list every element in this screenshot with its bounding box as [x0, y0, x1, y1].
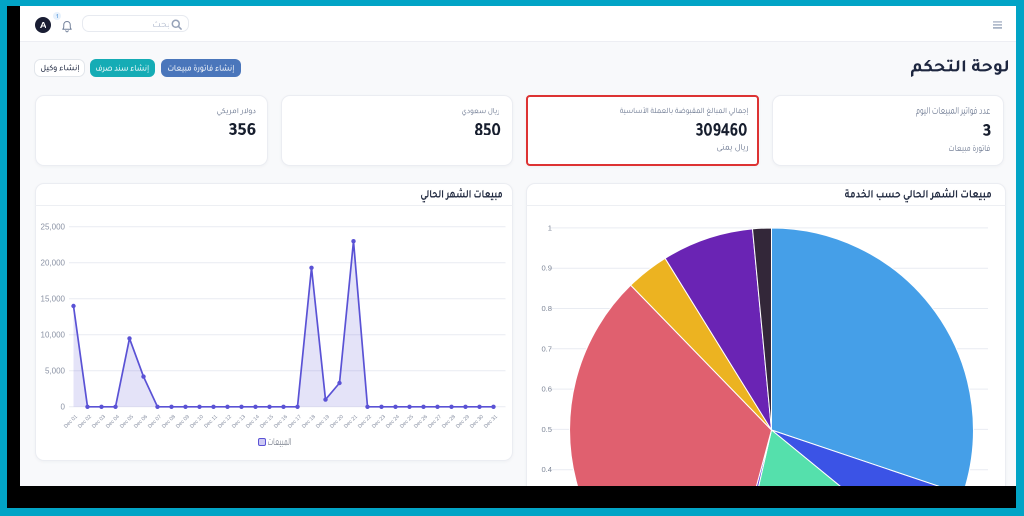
svg-text:Dec 23: Dec 23	[371, 414, 387, 430]
svg-text:1: 1	[548, 223, 552, 232]
svg-text:Dec 09: Dec 09	[175, 414, 191, 430]
svg-text:0.5: 0.5	[541, 425, 552, 434]
svg-text:Dec 03: Dec 03	[91, 414, 107, 430]
svg-text:Dec 05: Dec 05	[119, 414, 135, 430]
svg-text:25,000: 25,000	[41, 223, 66, 232]
svg-text:Dec 22: Dec 22	[357, 414, 373, 430]
svg-text:Dec 12: Dec 12	[217, 414, 233, 430]
svg-text:Dec 27: Dec 27	[427, 414, 443, 430]
svg-text:Dec 07: Dec 07	[147, 414, 163, 430]
svg-text:Dec 06: Dec 06	[133, 414, 149, 430]
svg-text:0.6: 0.6	[541, 385, 552, 394]
svg-text:Dec 15: Dec 15	[259, 414, 275, 430]
svg-text:Dec 20: Dec 20	[329, 414, 345, 430]
svg-text:0.7: 0.7	[541, 344, 552, 353]
svg-text:0: 0	[61, 403, 66, 412]
svg-text:Dec 17: Dec 17	[287, 414, 303, 430]
svg-text:Dec 10: Dec 10	[189, 414, 205, 430]
svg-text:Dec 24: Dec 24	[385, 414, 401, 430]
svg-text:Dec 13: Dec 13	[231, 414, 247, 430]
svg-text:Dec 04: Dec 04	[105, 414, 121, 430]
svg-text:Dec 25: Dec 25	[399, 414, 415, 430]
svg-text:20,000: 20,000	[41, 259, 66, 268]
svg-text:Dec 31: Dec 31	[483, 414, 499, 430]
svg-text:Dec 11: Dec 11	[203, 414, 219, 430]
svg-text:0.4: 0.4	[541, 465, 552, 474]
svg-text:5,000: 5,000	[45, 367, 66, 376]
svg-text:Dec 18: Dec 18	[301, 414, 317, 430]
svg-text:10,000: 10,000	[41, 331, 66, 340]
svg-text:Dec 26: Dec 26	[413, 414, 429, 430]
svg-text:0.8: 0.8	[541, 304, 552, 313]
svg-text:Dec 16: Dec 16	[273, 414, 289, 430]
svg-text:15,000: 15,000	[41, 295, 66, 304]
svg-text:Dec 01: Dec 01	[63, 414, 79, 430]
svg-text:Dec 29: Dec 29	[455, 414, 471, 430]
svg-text:Dec 14: Dec 14	[245, 414, 261, 430]
svg-text:Dec 02: Dec 02	[77, 414, 93, 430]
svg-text:Dec 21: Dec 21	[343, 414, 359, 430]
svg-text:Dec 28: Dec 28	[441, 414, 457, 430]
svg-text:Dec 19: Dec 19	[315, 414, 331, 430]
svg-text:Dec 30: Dec 30	[469, 414, 485, 430]
svg-text:0.9: 0.9	[541, 264, 552, 273]
svg-text:Dec 08: Dec 08	[161, 414, 177, 430]
